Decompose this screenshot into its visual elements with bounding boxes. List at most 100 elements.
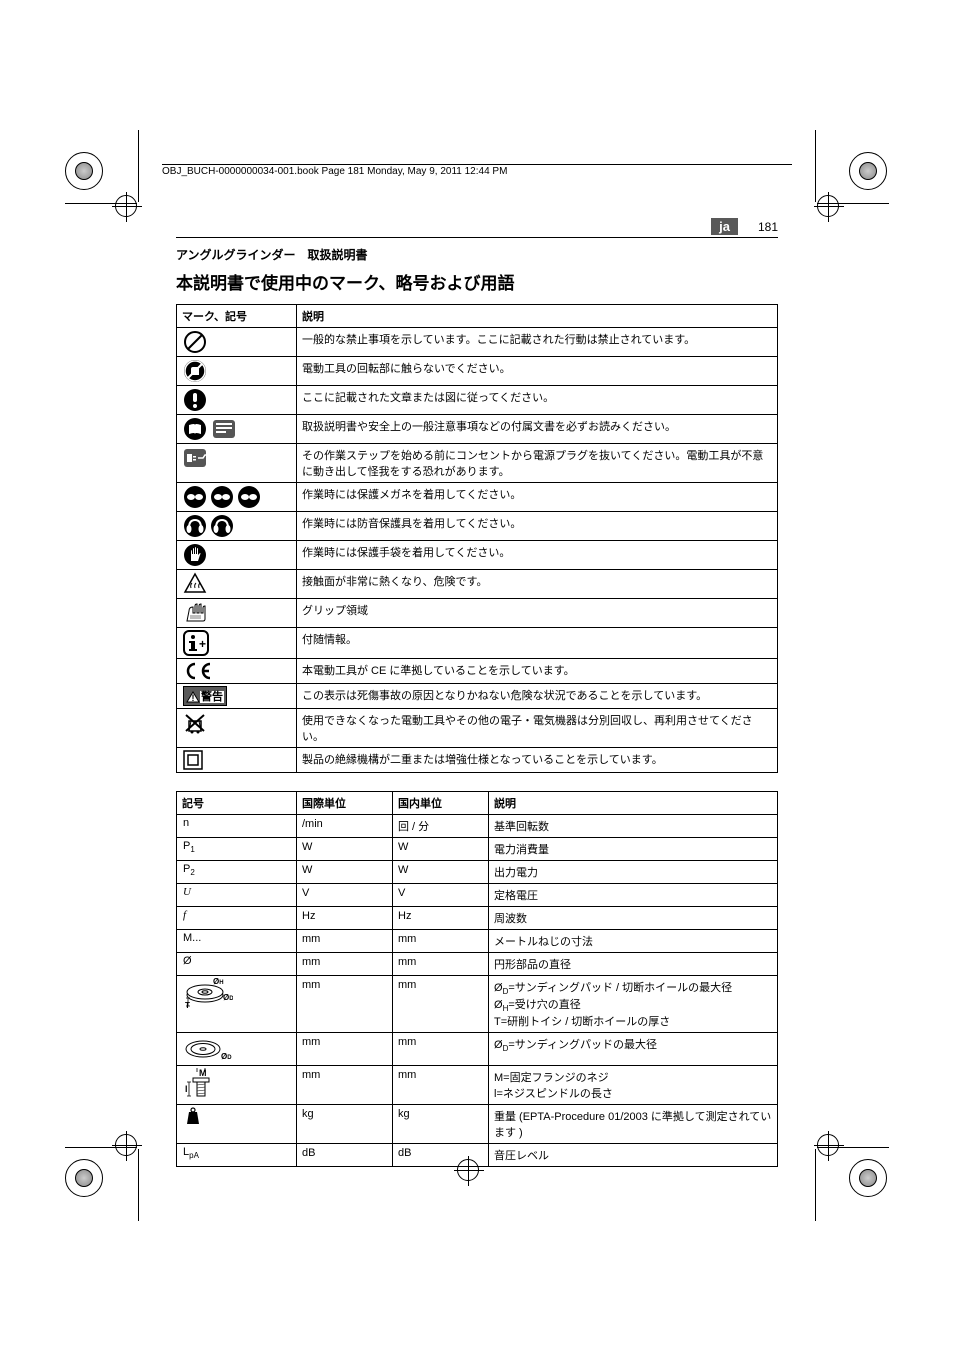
table-header: 説明 (297, 305, 778, 328)
main-title: 本説明書で使用中のマーク、略号および用語 (176, 269, 778, 294)
table-row: P2WW出力電力 (177, 861, 778, 884)
table-row: fHzHz周波数 (177, 907, 778, 930)
description-cell: 電力消費量 (489, 838, 778, 861)
intl-unit-cell: mm (297, 930, 393, 953)
symbol-cell: f (177, 907, 297, 930)
table-header: 国内単位 (393, 792, 489, 815)
symbol-cell (177, 748, 297, 773)
table-row: +付随情報。 (177, 628, 778, 659)
symbol-cell (177, 1105, 297, 1144)
symbol-cell (177, 659, 297, 684)
dom-unit-cell: Hz (393, 907, 489, 930)
dom-unit-cell: mm (393, 1066, 489, 1105)
description-cell: 取扱説明書や安全上の一般注意事項などの付属文書を必ずお読みください。 (297, 415, 778, 444)
trim-line (65, 203, 137, 204)
table-header: 記号 (177, 792, 297, 815)
symbol-cell: P1 (177, 838, 297, 861)
description-cell: ØD=サンディングパッドの最大径 (489, 1033, 778, 1066)
intl-unit-cell: V (297, 884, 393, 907)
units-table: 記号 国際単位 国内単位 説明 n/min回 / 分基準回転数P1WW電力消費量… (176, 791, 778, 1167)
description-cell: 基準回転数 (489, 815, 778, 838)
symbol-cell (177, 512, 297, 541)
symbol-cell: Ø (177, 953, 297, 976)
table-row: LpAdBdB音圧レベル (177, 1144, 778, 1167)
trim-line (815, 1149, 816, 1221)
table-row: 作業時には保護メガネを着用してください。 (177, 483, 778, 512)
symbol-cell: n (177, 815, 297, 838)
table-row: ØHØDTmmmmØD=サンディングパッド / 切断ホイールの最大径ØH=受け穴… (177, 976, 778, 1033)
reg-cross (115, 1134, 137, 1156)
intl-unit-cell: mm (297, 1066, 393, 1105)
intl-unit-cell: Hz (297, 907, 393, 930)
dom-unit-cell: W (393, 861, 489, 884)
symbol-cell: P2 (177, 861, 297, 884)
table-row: 一般的な禁止事項を示しています。ここに記載された行動は禁止されています。 (177, 328, 778, 357)
symbol-cell (177, 328, 297, 357)
reg-cross (115, 195, 137, 217)
description-cell: 作業時には保護手袋を着用してください。 (297, 541, 778, 570)
description-cell: ここに記載された文章または図に従ってください。 (297, 386, 778, 415)
symbol-cell (177, 570, 297, 599)
description-cell: 一般的な禁止事項を示しています。ここに記載された行動は禁止されています。 (297, 328, 778, 357)
dom-unit-cell: mm (393, 976, 489, 1033)
page-header: ja 181 (176, 218, 778, 238)
symbol-cell: LpA (177, 1144, 297, 1167)
header-text: OBJ_BUCH-0000000034-001.book Page 181 Mo… (162, 166, 507, 177)
description-cell: 本電動工具が CE に準拠していることを示しています。 (297, 659, 778, 684)
description-cell: 音圧レベル (489, 1144, 778, 1167)
table-row: 使用できなくなった電動工具やその他の電子・電気機器は分別回収し、再利用させてくだ… (177, 709, 778, 748)
table-row: kgkg重量 (EPTA-Procedure 01/2003 に準拠して測定され… (177, 1105, 778, 1144)
symbol-cell: + (177, 628, 297, 659)
dom-unit-cell: dB (393, 1144, 489, 1167)
dom-unit-cell: mm (393, 953, 489, 976)
svg-text:ØH: ØH (213, 978, 224, 986)
symbol-cell (177, 709, 297, 748)
symbols-table: マーク、記号 説明 一般的な禁止事項を示しています。ここに記載された行動は禁止さ… (176, 304, 778, 773)
dom-unit-cell: W (393, 838, 489, 861)
description-cell: その作業ステップを始める前にコンセントから電源プラグを抜いてください。電動工具が… (297, 444, 778, 483)
symbol-cell (177, 541, 297, 570)
intl-unit-cell: mm (297, 953, 393, 976)
symbol-cell (177, 483, 297, 512)
page-content: ja 181 アングルグラインダー 取扱説明書 本説明書で使用中のマーク、略号お… (176, 218, 778, 1167)
trim-line (65, 1147, 137, 1148)
reg-cross (817, 195, 839, 217)
description-cell: 製品の絶縁機構が二重または増強仕様となっていることを示しています。 (297, 748, 778, 773)
description-cell: 電動工具の回転部に触らないでください。 (297, 357, 778, 386)
intl-unit-cell: W (297, 861, 393, 884)
description-cell: 使用できなくなった電動工具やその他の電子・電気機器は分別回収し、再利用させてくだ… (297, 709, 778, 748)
header-rule (162, 164, 792, 165)
svg-text:ØD: ØD (223, 993, 233, 1002)
symbol-cell: !警告 (177, 684, 297, 709)
table-row: MlmmmmM=固定フランジのネジl=ネジスピンドルの長さ (177, 1066, 778, 1105)
intl-unit-cell: /min (297, 815, 393, 838)
description-cell: グリップ領域 (297, 599, 778, 628)
table-header: 国際単位 (297, 792, 393, 815)
table-row: ØDmmmmØD=サンディングパッドの最大径 (177, 1033, 778, 1066)
description-cell: メートルねじの寸法 (489, 930, 778, 953)
trim-line (138, 1149, 139, 1221)
description-cell: 接触面が非常に熱くなり、危険です。 (297, 570, 778, 599)
svg-text:!: ! (192, 693, 195, 703)
table-row: 取扱説明書や安全上の一般注意事項などの付属文書を必ずお読みください。 (177, 415, 778, 444)
reg-mark (65, 152, 105, 192)
table-row: M...mmmmメートルねじの寸法 (177, 930, 778, 953)
table-row: その作業ステップを始める前にコンセントから電源プラグを抜いてください。電動工具が… (177, 444, 778, 483)
table-row: 作業時には保護手袋を着用してください。 (177, 541, 778, 570)
table-row: P1WW電力消費量 (177, 838, 778, 861)
table-header: マーク、記号 (177, 305, 297, 328)
table-row: 電動工具の回転部に触らないでください。 (177, 357, 778, 386)
symbol-cell: ØHØDT (177, 976, 297, 1033)
description-cell: 周波数 (489, 907, 778, 930)
dom-unit-cell: kg (393, 1105, 489, 1144)
trim-line (815, 130, 816, 202)
symbol-cell: ØD (177, 1033, 297, 1066)
symbol-cell (177, 415, 297, 444)
svg-text:+: + (199, 637, 206, 651)
description-cell: 円形部品の直径 (489, 953, 778, 976)
intl-unit-cell: W (297, 838, 393, 861)
description-cell: 作業時には防音保護具を着用してください。 (297, 512, 778, 541)
trim-line (817, 1147, 889, 1148)
language-badge: ja (711, 218, 738, 235)
table-row: n/min回 / 分基準回転数 (177, 815, 778, 838)
